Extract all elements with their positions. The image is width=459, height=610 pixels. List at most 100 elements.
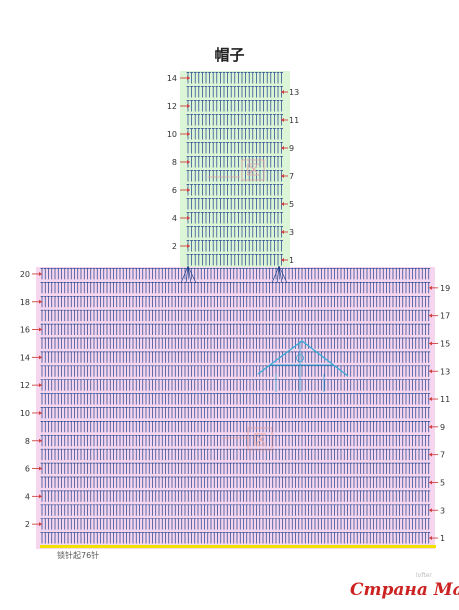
section-mark: 区 [253,433,267,449]
bottom-row-label-right: 19 [440,284,450,293]
arrow-head [39,327,42,332]
arrow-head [39,299,42,304]
top-row-label-left: 12 [167,102,177,111]
arrow-head [281,118,284,122]
arrow-head [429,369,432,374]
bottom-row-label-left: 14 [20,353,30,362]
stitch-row [40,532,431,544]
arrow-head [187,244,190,248]
arrow-head [39,466,42,471]
arrow-head [187,76,190,80]
decrease-connectors [180,265,288,284]
cap-roof [257,340,349,377]
arrow-head [187,216,190,220]
stitch-row [40,421,431,433]
stitch-row [40,448,431,461]
top-row-label-right: 1 [289,256,294,265]
stitch-row [186,226,283,238]
foundation-chain [40,545,436,548]
arrow-head [39,494,42,499]
top-row-label-left: 6 [172,186,177,195]
top-row-label-right: 13 [289,88,299,97]
arrow-head [187,160,190,164]
stitch-row [40,282,431,294]
arrow-head [39,522,42,527]
stitch-row [40,504,431,516]
arrow-head [281,230,284,234]
cap-figure [257,340,349,392]
arrow-head [39,355,42,360]
bottom-row-label-right: 3 [440,506,445,515]
stitch-row [40,309,431,322]
stitch-row [40,476,431,488]
top-row-label-right: 9 [289,144,294,153]
start-chain-label: 锁针起76针 [57,551,100,560]
top-row-label-left: 10 [167,130,177,139]
arrow-head [429,341,432,346]
arrow-head [429,480,432,485]
arrow-head [429,452,432,457]
arrow-head [429,536,432,541]
stitch-row [186,142,283,154]
arrow-head [429,397,432,402]
row-labels: 1412108642131197531201816141210864219171… [20,74,450,543]
arrow-head [429,424,432,429]
watermark-small: lofter [416,572,432,579]
stitch-row [40,393,431,405]
arrow-head [281,90,284,94]
bottom-row-label-left: 12 [20,381,30,390]
bottom-row-label-left: 4 [25,492,30,501]
top-row-label-right: 3 [289,228,294,237]
top-row-label-right: 7 [289,172,294,181]
arrow-head [429,313,432,318]
diagram-title: 帽子 [214,46,245,64]
top-row-label-left: 8 [172,158,177,167]
arrow-head [429,508,432,513]
bottom-row-label-right: 15 [440,339,450,348]
stitch-row [186,198,283,210]
watermark: Страна Мам [350,580,459,600]
section-mark: 区 [246,163,260,179]
top-row-label-left: 2 [172,242,177,251]
section-line [208,176,248,439]
stitch-row [40,365,431,377]
bottom-panel-bg [36,267,435,549]
bottom-row-label-left: 16 [20,326,30,335]
bottom-row-label-left: 6 [25,465,30,474]
bottom-row-label-right: 5 [440,478,445,487]
arrow-head [187,132,190,136]
stitch-row [186,86,283,98]
cap-stems [275,341,325,392]
arrow-head [281,146,284,150]
arrow-head [187,188,190,192]
cap-knob [296,354,304,362]
stitch-row [186,254,283,266]
bottom-row-label-left: 20 [20,270,30,279]
bottom-row-label-right: 13 [440,367,450,376]
arrow-head [281,202,284,206]
bottom-row-label-left: 8 [25,437,30,446]
bottom-row-label-left: 18 [20,298,30,307]
arrow-head [281,174,284,178]
bottom-row-label-right: 1 [440,534,445,543]
section-marks: 区区 [208,159,273,451]
stitch-row [186,114,283,126]
decrease-fan [271,265,288,284]
top-row-label-left: 14 [167,74,177,83]
decrease-fan [180,265,197,284]
bottom-row-label-right: 11 [440,395,450,404]
top-row-label-right: 5 [289,200,294,209]
section-box [247,427,273,451]
bottom-row-label-left: 10 [20,409,30,418]
arrow-head [187,104,190,108]
arrow-head [39,383,42,388]
arrow-head [39,438,42,443]
arrow-head [429,285,432,290]
section-box [241,159,265,181]
top-row-label-right: 11 [289,116,299,125]
bottom-row-label-right: 9 [440,423,445,432]
bottom-row-label-left: 2 [25,520,30,529]
arrow-head [39,410,42,415]
bottom-row-label-right: 7 [440,451,445,460]
